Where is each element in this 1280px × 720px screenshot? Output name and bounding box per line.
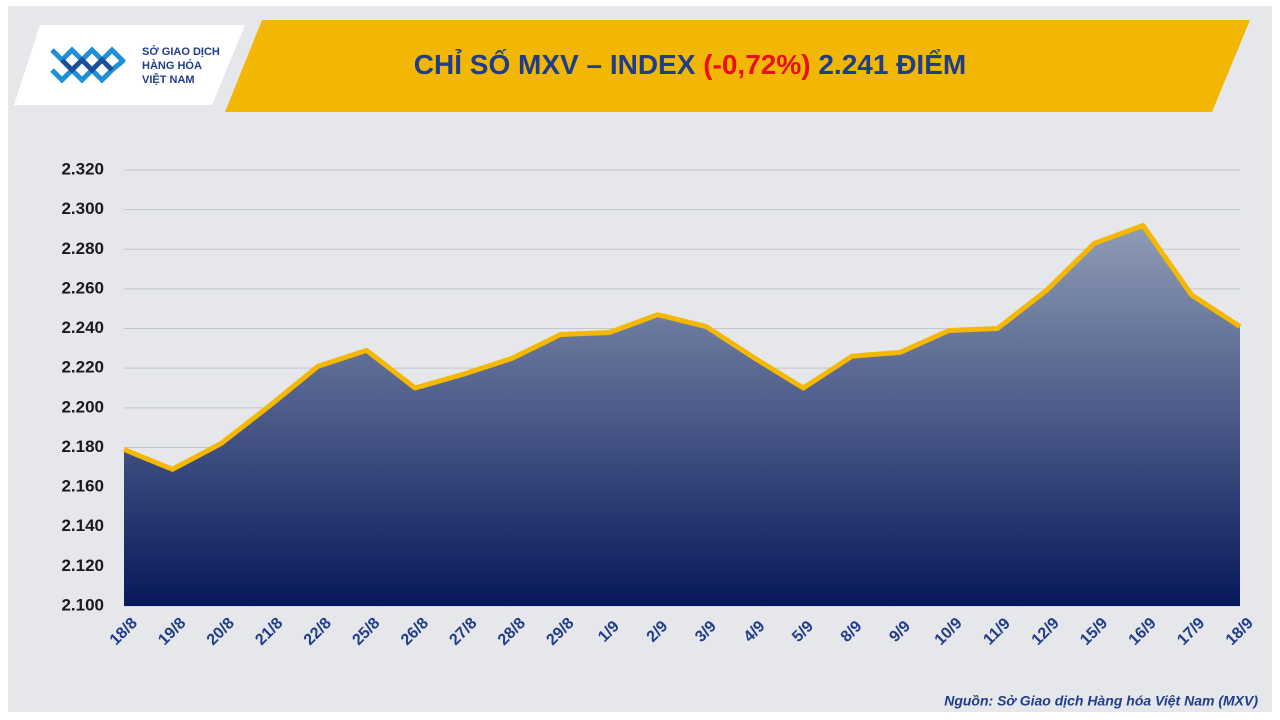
area (124, 225, 1240, 606)
y-tick-label: 2.200 (61, 397, 104, 416)
y-tick-label: 2.260 (61, 278, 104, 297)
y-tick-label: 2.220 (61, 358, 104, 377)
y-tick-label: 2.100 (61, 595, 104, 614)
source: Nguồn: Sở Giao dịch Hàng hóa Việt Nam (M… (944, 693, 1258, 709)
title-change: (-0,72%) (703, 49, 810, 80)
logo-text: HÀNG HÓA (142, 59, 202, 72)
y-tick-label: 2.180 (61, 437, 104, 456)
y-tick-label: 2.300 (61, 199, 104, 218)
y-tick-label: 2.140 (61, 516, 104, 535)
chart-title: CHỈ SỐ MXV – INDEX (-0,72%) 2.241 ĐIỂM (414, 48, 966, 80)
logo-text: VIỆT NAM (142, 73, 195, 86)
y-tick-label: 2.240 (61, 318, 104, 337)
title-part: CHỈ SỐ MXV – INDEX (414, 48, 696, 80)
logo-mark (50, 46, 126, 84)
title-part: 2.241 ĐIỂM (818, 49, 966, 80)
title-band (225, 20, 1250, 112)
y-tick-label: 2.160 (61, 477, 104, 496)
logo-box (14, 25, 245, 105)
y-tick-label: 2.120 (61, 556, 104, 575)
logo-text: SỞ GIAO DỊCH (142, 45, 220, 58)
y-tick-label: 2.280 (61, 239, 104, 258)
line (123, 222, 1242, 472)
y-tick-label: 2.320 (61, 159, 104, 178)
